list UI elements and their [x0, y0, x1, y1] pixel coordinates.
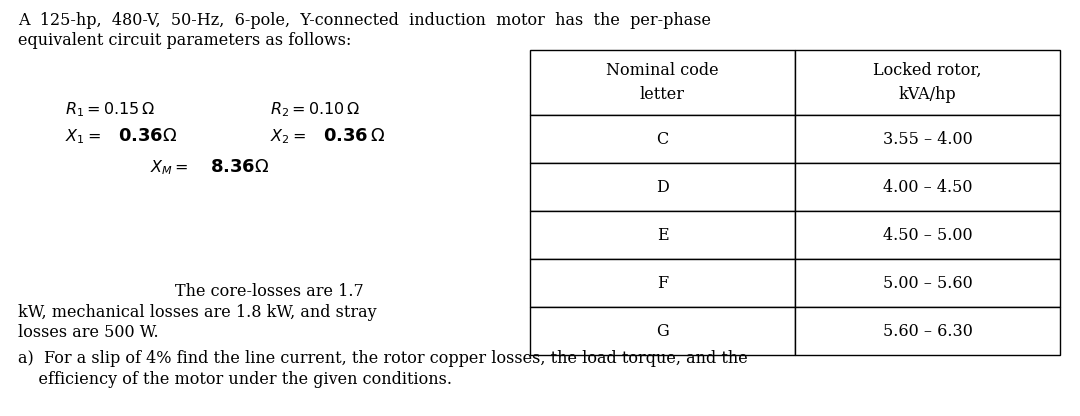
Text: $\mathbf{0.36}\,\Omega$: $\mathbf{0.36}\,\Omega$: [323, 127, 386, 145]
Bar: [530, 259, 795, 307]
Text: Nominal code
letter: Nominal code letter: [606, 62, 719, 103]
Bar: [530, 211, 795, 259]
Text: losses are 500 W.: losses are 500 W.: [18, 324, 159, 341]
Text: 4.00 – 4.50: 4.00 – 4.50: [882, 178, 972, 196]
Bar: [795, 307, 1059, 355]
Text: a)  For a slip of 4% find the line current, the rotor copper losses, the load to: a) For a slip of 4% find the line curren…: [18, 350, 747, 367]
Text: $X_1 =$: $X_1 =$: [65, 127, 102, 146]
Text: $X_2 =$: $X_2 =$: [270, 127, 306, 146]
Text: $R_2 = 0.10\,\Omega$: $R_2 = 0.10\,\Omega$: [270, 100, 361, 119]
Text: kW, mechanical losses are 1.8 kW, and stray: kW, mechanical losses are 1.8 kW, and st…: [18, 304, 377, 321]
Text: C: C: [657, 131, 669, 148]
Text: $X_M =$: $X_M =$: [150, 158, 189, 177]
Text: D: D: [657, 178, 669, 196]
Text: efficiency of the motor under the given conditions.: efficiency of the motor under the given …: [18, 371, 453, 388]
Text: The core-losses are 1.7: The core-losses are 1.7: [175, 283, 364, 300]
Text: equivalent circuit parameters as follows:: equivalent circuit parameters as follows…: [18, 32, 351, 49]
Bar: [530, 50, 795, 115]
Text: G: G: [657, 322, 669, 339]
Text: F: F: [657, 275, 669, 292]
Text: E: E: [657, 226, 669, 243]
Bar: [795, 259, 1059, 307]
Text: 5.60 – 6.30: 5.60 – 6.30: [882, 322, 972, 339]
Bar: [530, 115, 795, 163]
Bar: [530, 163, 795, 211]
Text: $R_1 = 0.15\,\Omega$: $R_1 = 0.15\,\Omega$: [65, 100, 156, 119]
Text: $\mathbf{0.36}\Omega$: $\mathbf{0.36}\Omega$: [118, 127, 177, 145]
Text: Locked rotor,
kVA/hp: Locked rotor, kVA/hp: [874, 62, 982, 103]
Text: A  125-hp,  480-V,  50-Hz,  6-pole,  Y-connected  induction  motor  has  the  pe: A 125-hp, 480-V, 50-Hz, 6-pole, Y-connec…: [18, 12, 711, 29]
Bar: [795, 115, 1059, 163]
Bar: [795, 50, 1059, 115]
Bar: [795, 211, 1059, 259]
Bar: [795, 163, 1059, 211]
Text: 4.50 – 5.00: 4.50 – 5.00: [882, 226, 972, 243]
Bar: [530, 307, 795, 355]
Text: 3.55 – 4.00: 3.55 – 4.00: [882, 131, 972, 148]
Text: $\mathbf{8.36}\Omega$: $\mathbf{8.36}\Omega$: [210, 158, 269, 176]
Text: 5.00 – 5.60: 5.00 – 5.60: [882, 275, 972, 292]
